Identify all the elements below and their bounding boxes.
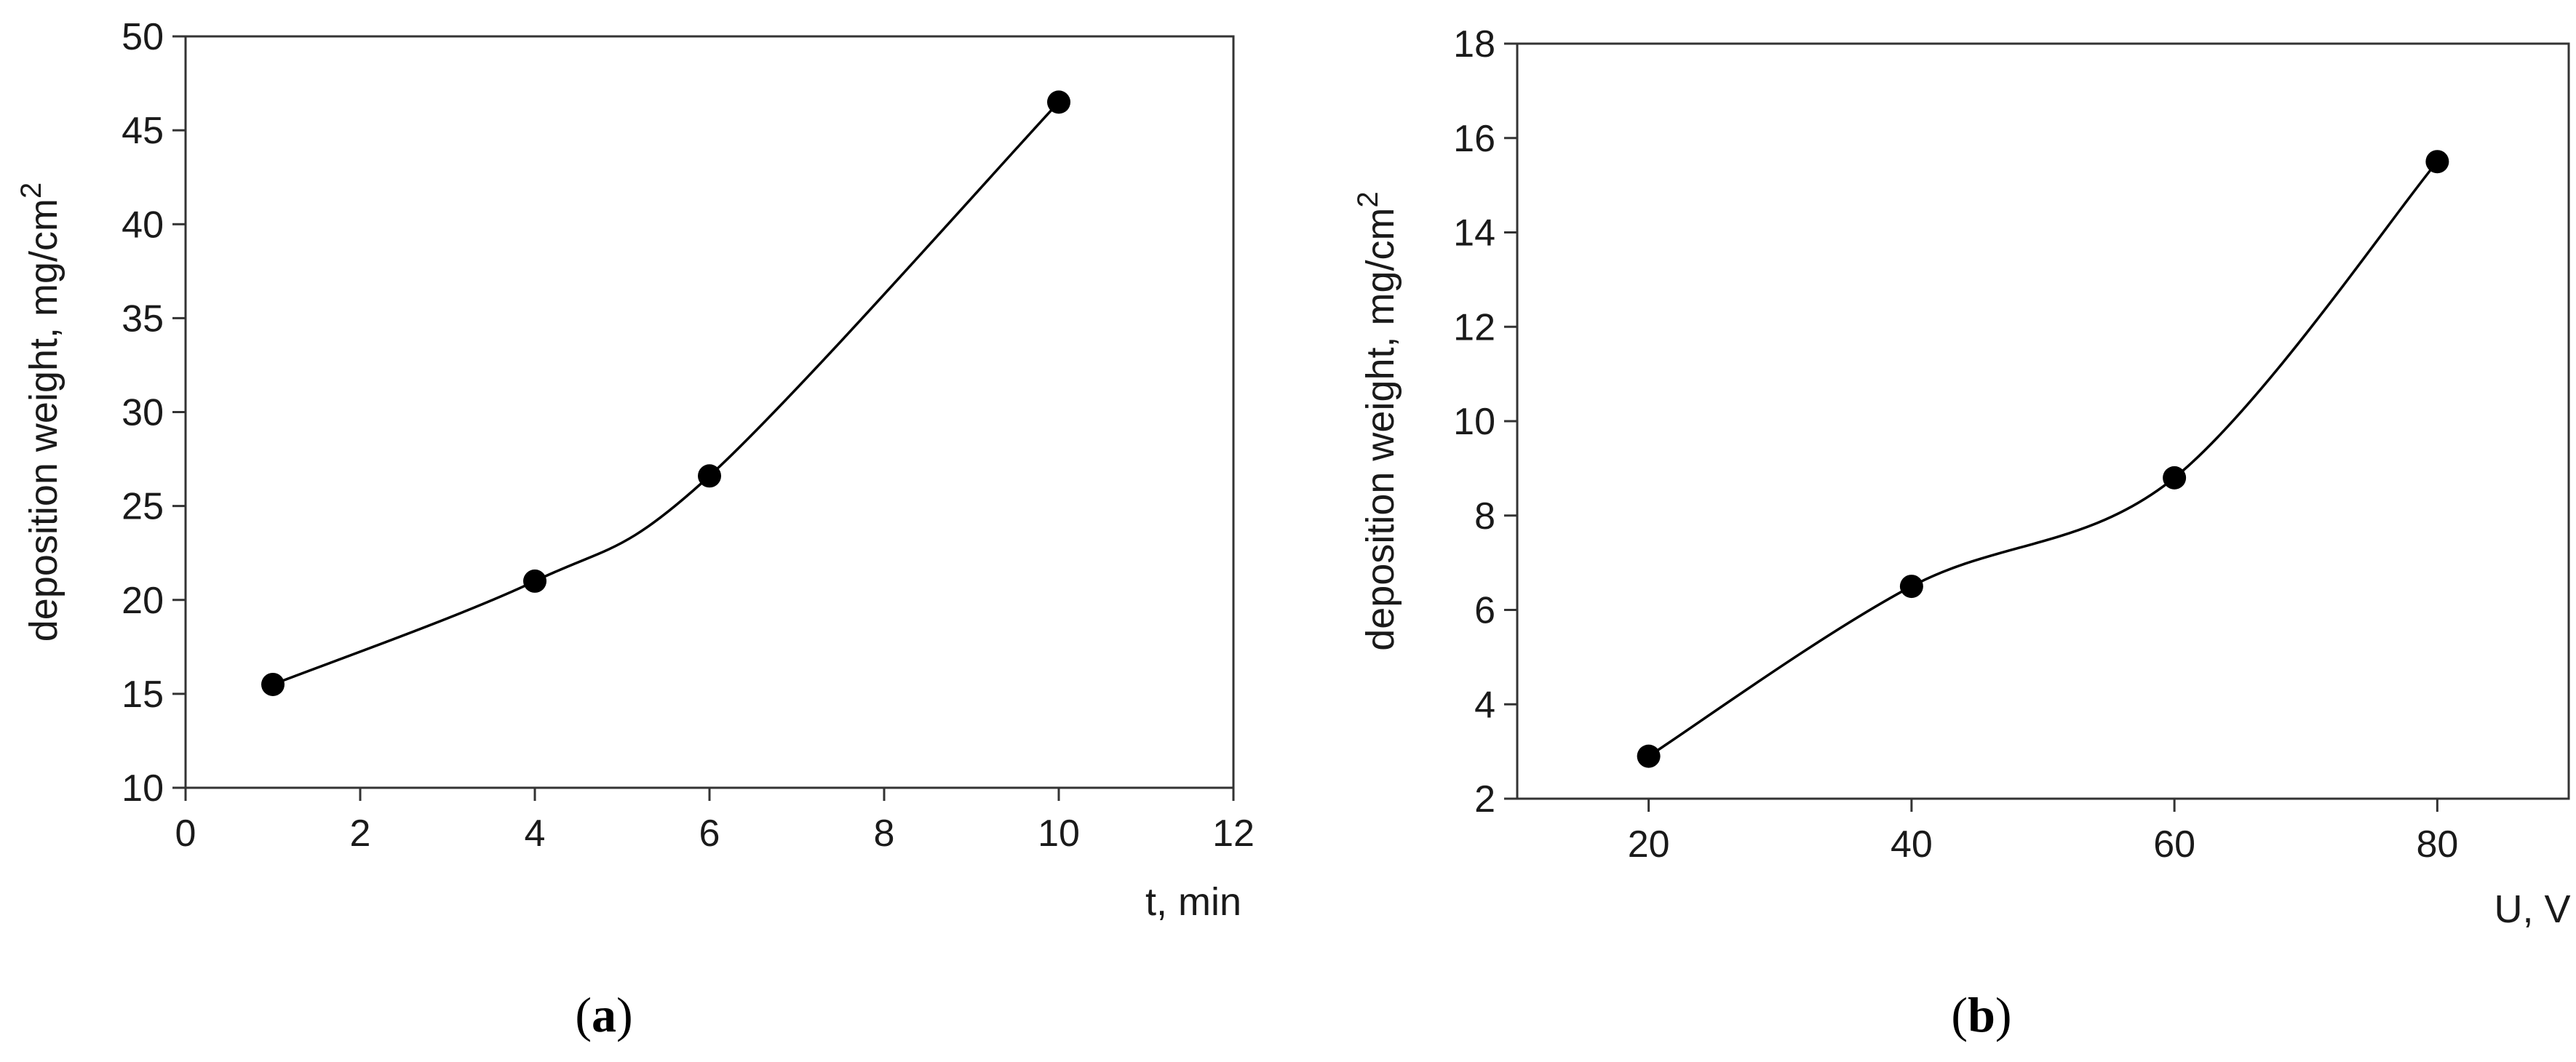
x-axis-title: t, min: [1145, 880, 1241, 924]
x-tick-label: 40: [1891, 823, 1933, 866]
y-axis-title-text: deposition weight, mg/cm: [1359, 207, 1402, 650]
y-tick-label: 35: [122, 298, 164, 340]
y-axis-title: deposition weight, mg/cm2: [1352, 191, 1402, 651]
panel-label-open: (: [1951, 987, 1968, 1042]
y-tick-label: 10: [1453, 401, 1495, 443]
data-point: [523, 569, 546, 593]
x-tick-label: 12: [1212, 813, 1255, 855]
data-point: [698, 464, 721, 488]
data-point: [2425, 150, 2449, 174]
y-tick-label: 40: [122, 204, 164, 246]
y-tick-label: 50: [122, 16, 164, 58]
y-tick-label: 4: [1474, 684, 1495, 726]
x-tick-label: 8: [874, 813, 895, 855]
y-tick-label: 12: [1453, 306, 1495, 348]
x-axis-title: U, V: [2494, 887, 2570, 931]
chart-panel-a: 10 15 20 25 30 35 40 45 50 0 2 4 6 8 10 12 t, min deposit…: [15, 16, 1255, 1042]
x-tick-label: 4: [525, 813, 546, 855]
y-tick-label: 20: [122, 580, 164, 622]
y-tick-label: 45: [122, 110, 164, 152]
y-tick-label: 14: [1453, 212, 1495, 255]
data-point: [1637, 744, 1661, 768]
y-axis-title-text: deposition weight, mg/cm: [22, 199, 65, 642]
panel-label: (b): [1951, 987, 2011, 1042]
x-tick-label: 10: [1038, 813, 1080, 855]
chart-panel-b: 2 4 6 8 10 12 14 16 18 20 40 60 80 U, V deposition wei…: [1352, 23, 2571, 1042]
y-tick-label: 2: [1474, 778, 1495, 821]
series-line: [272, 101, 1060, 686]
panel-label-letter: a: [592, 987, 616, 1042]
panel-label-close: ): [1995, 987, 2012, 1042]
y-tick-label: 18: [1453, 23, 1495, 65]
panel-label-letter: b: [1968, 987, 1995, 1042]
y-tick-label: 30: [122, 392, 164, 434]
data-point: [1899, 575, 1923, 599]
y-axis-title: deposition weight, mg/cm2: [15, 183, 65, 642]
data-point: [261, 672, 285, 696]
data-point: [2163, 466, 2187, 490]
y-tick-label: 8: [1474, 495, 1495, 538]
y-tick-label: 6: [1474, 590, 1495, 632]
panel-label-open: (: [575, 987, 592, 1042]
y-tick-label: 25: [122, 486, 164, 528]
y-axis-title-superscript: 2: [15, 183, 47, 199]
plot-frame: [1516, 42, 2570, 800]
y-axis-title-superscript: 2: [1352, 191, 1384, 207]
x-tick-label: 60: [2153, 823, 2195, 866]
x-tick-label: 2: [350, 813, 371, 855]
y-tick-label: 16: [1453, 118, 1495, 160]
x-tick-label: 0: [175, 813, 196, 855]
x-tick-label: 6: [699, 813, 720, 855]
plot-frame: [184, 35, 1235, 789]
y-tick-label: 15: [122, 674, 164, 716]
series-line: [1647, 161, 2438, 758]
data-point: [1047, 90, 1070, 114]
y-tick-label: 10: [122, 767, 164, 810]
x-tick-label: 80: [2416, 823, 2458, 866]
panel-label-close: ): [616, 987, 633, 1042]
x-tick-label: 20: [1628, 823, 1670, 866]
panel-label: (a): [575, 987, 632, 1042]
